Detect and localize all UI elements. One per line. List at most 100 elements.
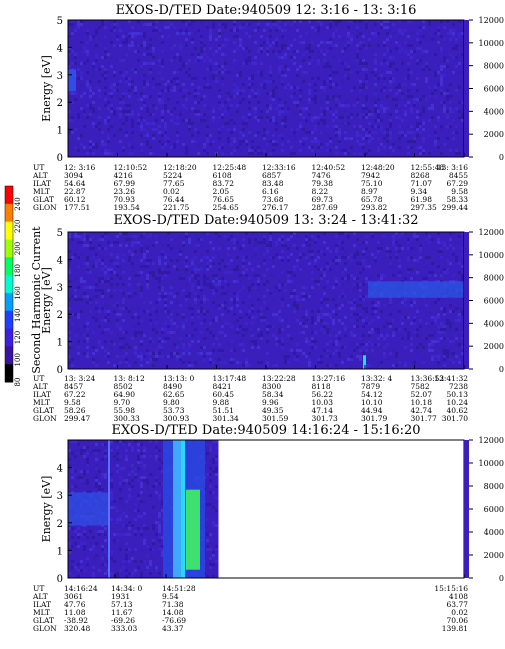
table-cell: 12: 3:16 <box>64 163 96 172</box>
table-cell: 7582 <box>411 382 430 391</box>
table-cell: 9.96 <box>262 398 279 407</box>
table-cell: 299.44 <box>442 203 468 212</box>
table-row-label: GLAT <box>33 195 54 204</box>
table-cell: 58.26 <box>64 406 86 415</box>
y2-tick-label: 4000 <box>484 528 504 537</box>
table-cell: 299.47 <box>64 414 90 423</box>
table-cell: 49.35 <box>262 406 284 415</box>
colorbar-tick-label: 140 <box>14 309 22 322</box>
table-cell: 67.22 <box>64 390 86 399</box>
colorbar-segment <box>5 292 13 312</box>
temperature-bar <box>464 232 469 369</box>
spectrogram-panel-1: EXOS-D/TED Date:940509 12: 3:16 - 13: 3:… <box>32 3 504 212</box>
table-row-label: MLT <box>33 398 50 407</box>
table-cell: 12:10:52 <box>114 163 148 172</box>
table-row-label: ALT <box>32 382 48 391</box>
table-cell: 43.37 <box>162 624 184 633</box>
y2-tick-label: 4000 <box>484 319 504 328</box>
y-tick-label: 2 <box>57 519 63 530</box>
colorbar-segment <box>5 310 13 330</box>
table-cell: 70.93 <box>114 195 136 204</box>
ephemeris-table: UTALTILATMLTGLATGLON14:16:24306147.7611.… <box>32 584 468 633</box>
y2-tick-label: 6000 <box>484 505 504 514</box>
y2-tick-label: 0 <box>499 365 504 374</box>
table-cell: 139.81 <box>442 624 468 633</box>
table-cell: 2.05 <box>213 187 230 196</box>
table-cell: 301.79 <box>361 414 387 423</box>
table-cell: 7238 <box>449 382 468 391</box>
table-cell: 42.74 <box>411 406 433 415</box>
y2-tick-label: 10000 <box>479 39 504 48</box>
thermal-band <box>368 281 464 298</box>
y2-tick-label: 8000 <box>484 482 504 491</box>
y2-tick-label: 2000 <box>484 551 504 560</box>
table-cell: 12:40:52 <box>312 163 346 172</box>
table-cell: 14.08 <box>162 608 184 617</box>
table-cell: 9.80 <box>163 398 180 407</box>
spectrogram-panel-3: EXOS-D/TED Date:940509 14:16:24 - 15:16:… <box>32 423 504 633</box>
table-cell: 9.70 <box>114 398 131 407</box>
colorbar-segment <box>5 239 13 258</box>
table-cell: 11.67 <box>111 608 133 617</box>
table-cell: 8457 <box>64 382 83 391</box>
table-cell: 8118 <box>312 382 331 391</box>
auroral-stripe-1 <box>173 440 181 578</box>
table-cell: 8490 <box>163 382 182 391</box>
table-cell: 57.13 <box>111 600 133 609</box>
temperature-bar <box>464 20 469 157</box>
y2-tick-label: 0 <box>499 153 504 162</box>
table-cell: 333.03 <box>111 624 137 633</box>
table-row-label: GLON <box>33 624 57 633</box>
table-row-label: ALT <box>32 171 48 180</box>
spectrogram-texture <box>68 20 464 155</box>
y2-tick-label: 2000 <box>484 130 504 139</box>
table-cell: 4216 <box>114 171 133 180</box>
table-cell: 50.13 <box>447 390 469 399</box>
table-cell: 320.48 <box>64 624 90 633</box>
table-cell: 71.07 <box>411 179 433 188</box>
table-cell: 13:41:32 <box>434 374 468 383</box>
y2-tick-label: 12000 <box>479 436 504 445</box>
table-cell: 60.12 <box>64 195 86 204</box>
table-cell: 67.29 <box>447 179 469 188</box>
table-cell: 54.12 <box>361 390 383 399</box>
table-cell: 61.98 <box>411 195 433 204</box>
y-tick-label: 0 <box>57 365 63 376</box>
table-cell: 23.26 <box>114 187 136 196</box>
table-cell: 71.38 <box>162 600 184 609</box>
y2-tick-label: 2000 <box>484 342 504 351</box>
colorbar: 240 220 200 180 160 140 120 100 80 Second Harmoni… <box>4 185 43 386</box>
table-cell: 60.45 <box>213 390 235 399</box>
spectrogram-texture <box>68 232 464 367</box>
table-cell: 300.33 <box>114 414 140 423</box>
table-cell: 301.70 <box>442 414 468 423</box>
colorbar-label: Second Harmonic Current <box>30 226 43 374</box>
table-cell: 12:33:16 <box>262 163 296 172</box>
y2-tick-label: 12000 <box>479 16 504 25</box>
table-cell: 6.16 <box>262 187 279 196</box>
y2-tick-label: 8000 <box>484 274 504 283</box>
table-cell: 65.78 <box>361 195 383 204</box>
table-cell: 14:51:28 <box>162 584 196 593</box>
table-cell: 293.82 <box>361 203 387 212</box>
table-cell: 254.65 <box>213 203 239 212</box>
table-cell: 8.97 <box>361 187 378 196</box>
table-row-label: ILAT <box>33 390 51 399</box>
table-row-label: ILAT <box>33 179 51 188</box>
table-cell: 47.14 <box>312 406 334 415</box>
table-cell: 8421 <box>213 382 232 391</box>
table-cell: 12:48:20 <box>361 163 395 172</box>
table-cell: 64.90 <box>114 390 136 399</box>
table-cell: 3061 <box>64 592 83 601</box>
table-cell: 287.69 <box>312 203 338 212</box>
vertical-streak <box>108 440 110 578</box>
table-cell: 9.34 <box>411 187 428 196</box>
panel-title: EXOS-D/TED Date:940509 14:16:24 - 15:16:… <box>111 423 420 438</box>
table-cell: 63.77 <box>447 600 469 609</box>
y2-tick-label: 6000 <box>484 85 504 94</box>
spectrogram-panel-2: EXOS-D/TED Date:940509 13: 3:24 - 13:41:… <box>32 213 504 423</box>
table-cell: 10.18 <box>411 398 433 407</box>
table-cell: 0.02 <box>163 187 180 196</box>
colorbar-tick-label: 120 <box>14 331 22 344</box>
